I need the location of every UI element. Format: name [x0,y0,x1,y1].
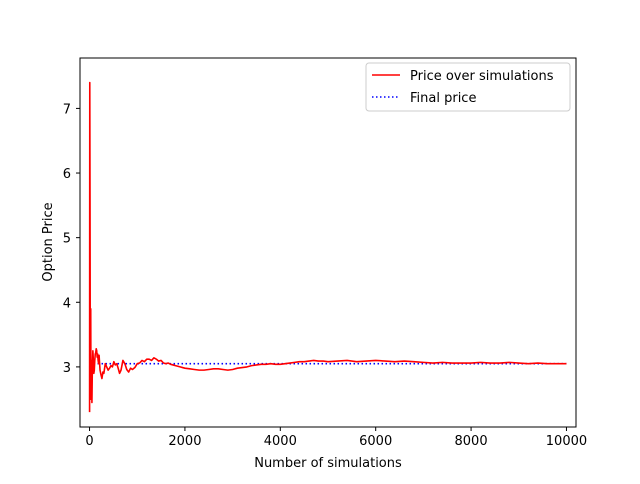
plot-marks [88,81,567,413]
x-tick-label: 2000 [168,434,201,449]
x-tick-label: 6000 [359,434,392,449]
legend-label-price: Price over simulations [410,69,554,84]
y-tick-label: 6 [63,167,71,182]
y-axis-label: Option Price [41,202,56,281]
y-tick-label: 4 [63,296,71,311]
legend: Price over simulations Final price [365,62,571,112]
x-tick-label: 10000 [546,434,587,449]
legend-box [365,62,571,112]
y-tick-label: 5 [63,232,71,247]
axis-ticks: 0 2000 4000 6000 8000 10000 3 4 5 6 7 [63,102,587,449]
x-tick-label: 4000 [264,434,297,449]
x-axis-label: Number of simulations [254,456,402,471]
y-tick-label: 7 [63,102,71,117]
y-tick-label: 3 [63,361,71,376]
axes-frame [79,57,577,428]
series-line-price [88,81,567,413]
x-tick-label: 8000 [455,434,488,449]
legend-label-final: Final price [410,91,476,106]
x-tick-label: 0 [85,434,93,449]
